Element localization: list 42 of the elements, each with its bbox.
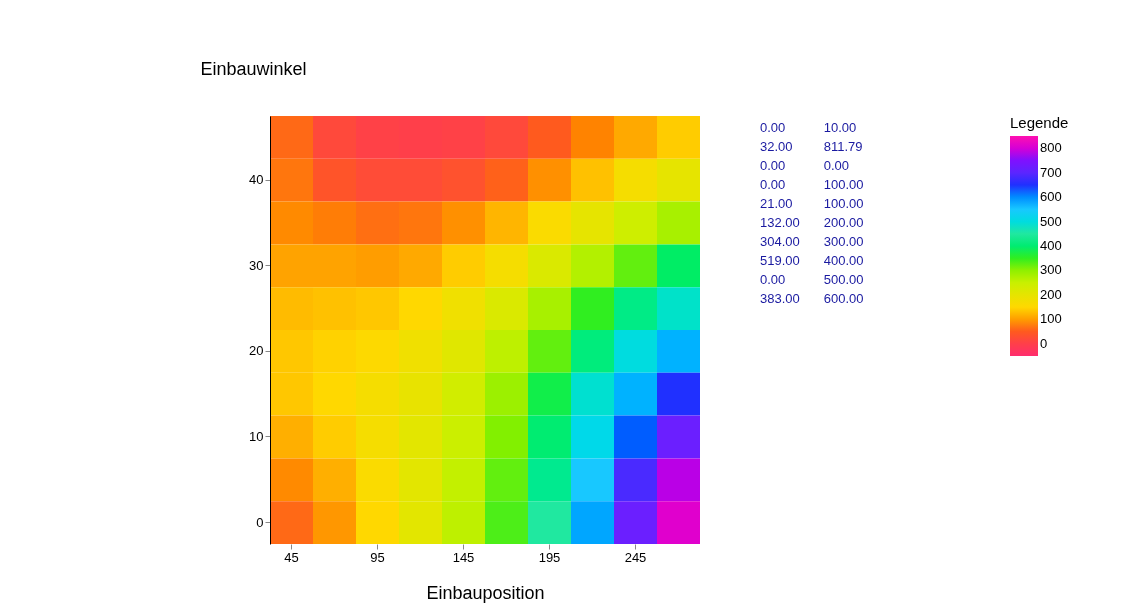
text: 0.00	[760, 177, 787, 192]
y-tick-label: 10	[249, 429, 264, 444]
y-tick-label: 0	[256, 514, 264, 530]
color-bar-title: Legende	[1010, 114, 1069, 131]
y-tick-label: 40	[249, 172, 264, 188]
color-bar-label: 300	[1040, 262, 1062, 278]
text: 383.00	[760, 291, 800, 306]
text: 0.00	[823, 158, 851, 173]
text: 100.00	[823, 177, 864, 192]
x-tick-label: 95	[370, 549, 385, 565]
color-bar-label: 800	[1040, 140, 1062, 156]
x-tick-label: 195	[538, 549, 561, 565]
text: 21.00	[760, 196, 794, 211]
text: 400.00	[823, 253, 864, 268]
x-axis-title: Einbauposition	[426, 582, 545, 603]
x-tick-label: 45	[284, 549, 299, 565]
text: 500.00	[823, 272, 864, 287]
text: 600.00	[823, 291, 864, 306]
text: 132.00	[760, 215, 800, 230]
x-tick-label: 245	[624, 549, 647, 565]
text: 0.00	[760, 158, 787, 173]
color-bar-label: 700	[1040, 164, 1062, 180]
y-axis-title: Einbauwinkel	[200, 58, 307, 79]
text: 100.00	[823, 196, 864, 211]
color-bar-label: 600	[1040, 189, 1062, 205]
color-bar-label: 400	[1040, 238, 1062, 253]
y-tick-label: 20	[249, 343, 264, 359]
color-bar-label: 500	[1040, 213, 1062, 229]
text: 10.00	[823, 120, 858, 135]
text: 811.79	[823, 139, 864, 154]
color-bar-label: 100	[1040, 311, 1062, 327]
x-tick-label: 145	[452, 549, 475, 565]
y-tick-label: 30	[249, 257, 264, 273]
text: 32.00	[760, 139, 794, 154]
text: 200.00	[823, 215, 864, 230]
color-bar-label: 0	[1040, 335, 1048, 351]
text: 300.00	[823, 234, 864, 249]
color-bar-label: 200	[1040, 286, 1062, 302]
text: 519.00	[760, 253, 800, 268]
text: 0.00	[760, 272, 787, 287]
text: 0.00	[760, 120, 787, 135]
text: 304.00	[760, 234, 800, 249]
